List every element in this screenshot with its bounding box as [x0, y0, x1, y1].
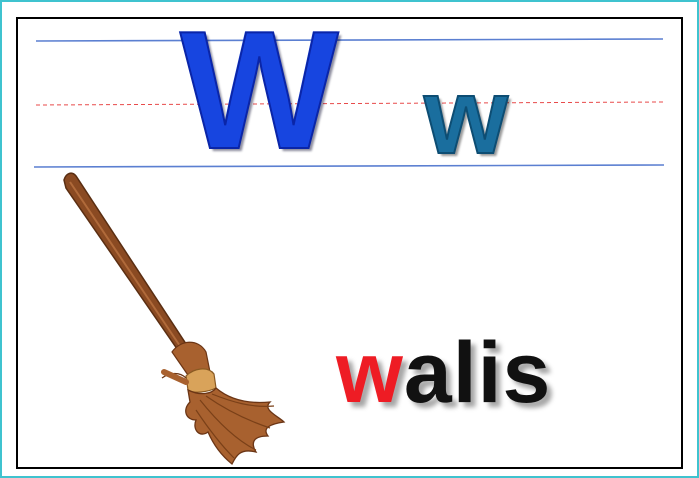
- top-guide-line: [35, 38, 664, 42]
- lowercase-letter: w: [423, 55, 509, 176]
- word-first-letter: w: [336, 325, 404, 421]
- baseline-guide-line: [33, 164, 665, 168]
- card-inner-frame: [16, 17, 683, 469]
- example-word: walis: [336, 330, 551, 416]
- word-rest: alis: [403, 325, 552, 421]
- uppercase-letter: W: [179, 0, 340, 184]
